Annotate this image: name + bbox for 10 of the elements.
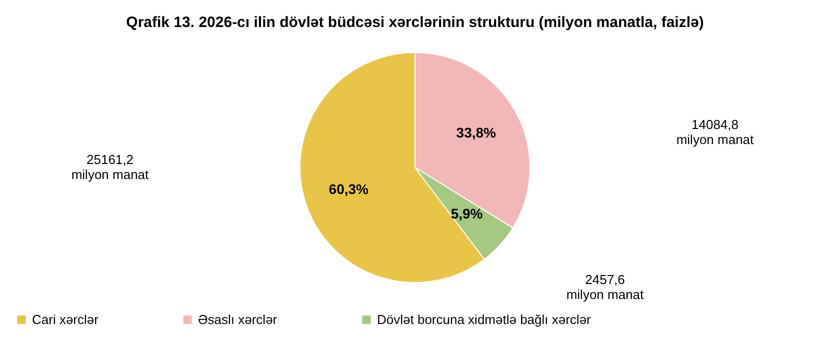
text: 14084,8 milyon manat [676, 117, 754, 147]
legend-label: Əsaslı xərclər [198, 312, 278, 327]
legend-label: Cari xərclər [32, 312, 100, 327]
text: 25161,2 milyon manat [71, 152, 150, 182]
data-label: 33,8% [456, 124, 497, 140]
legend-label: Dövlət borcuna xidmətlə bağlı xərclər [377, 312, 592, 327]
chart-title: Qrafik 13. 2026-cı ilin dövlət büdcəsi xərclərinin strukturu (milyon manatla, faizlə) [126, 14, 704, 31]
data-label: 5,9% [450, 206, 484, 222]
text: 2457,6 milyon manat [566, 272, 644, 302]
data-label: 60,3% [328, 180, 370, 197]
